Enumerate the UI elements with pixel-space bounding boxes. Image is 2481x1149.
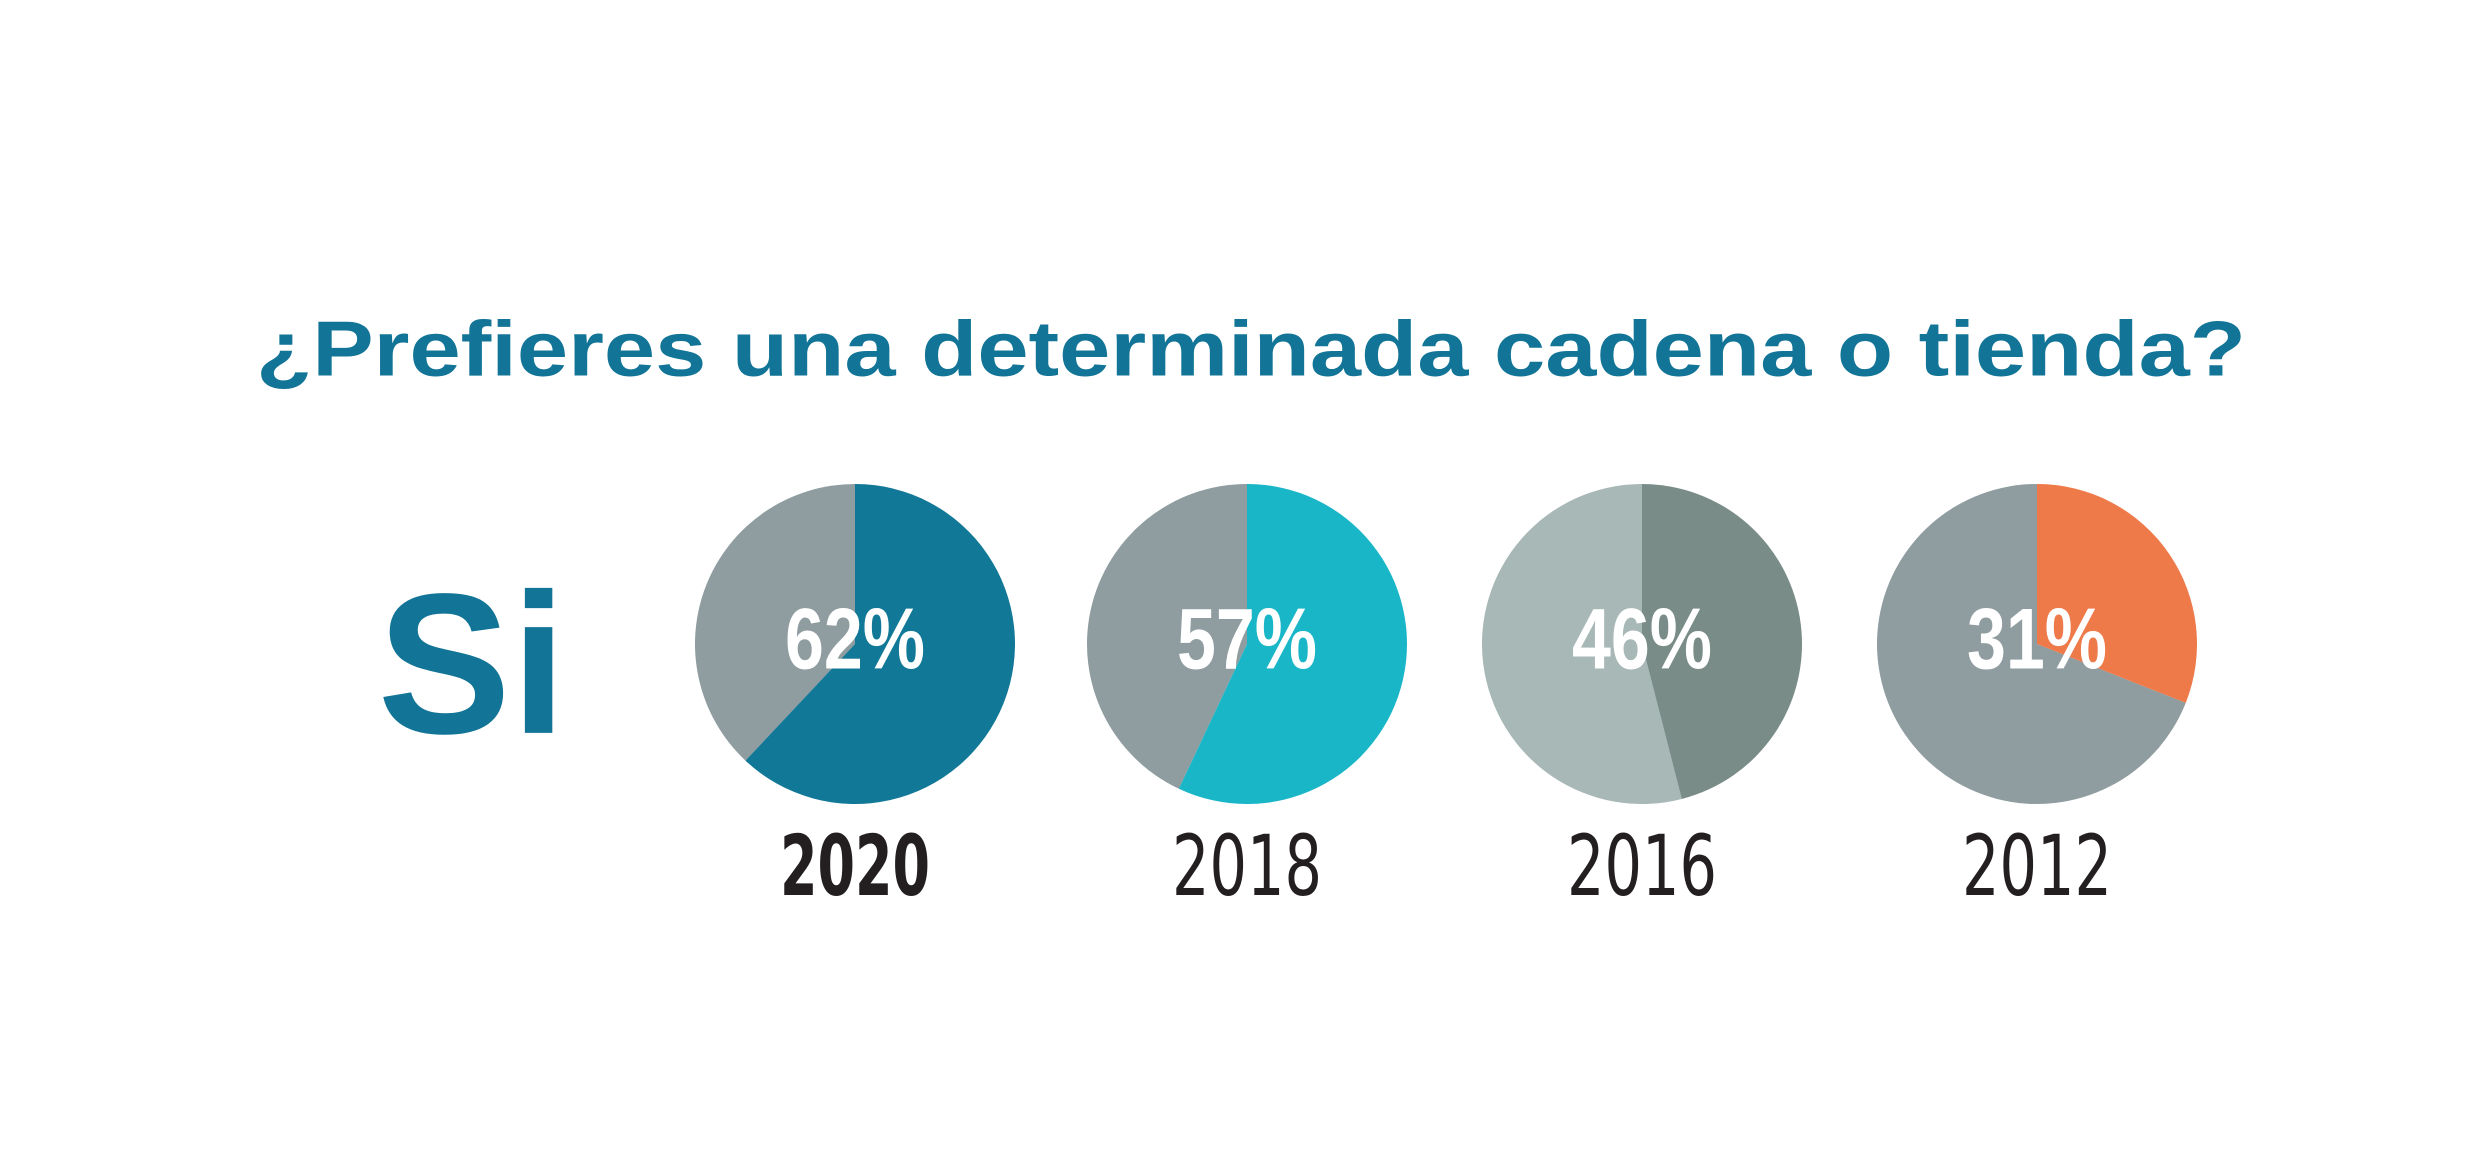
pie-rest [694,484,855,761]
pie-slice [1642,484,1802,799]
year-label: 2016 [1567,817,1717,915]
value-label: 46% [1572,592,1712,688]
pie-slice [745,484,1015,805]
value-label: 31% [1967,592,2107,688]
row-label: Si [378,553,567,776]
pie-rest [1481,484,1682,805]
year-label: 2020 [780,817,930,915]
value-label: 62% [785,592,925,688]
year-label: 2018 [1172,817,1322,915]
chart-title: ¿Prefieres una determinada cadena o tien… [256,305,2246,393]
year-label: 2012 [1962,817,2112,915]
pie-rest [1877,484,2186,805]
pie-slice [2037,484,2197,703]
pie-slice [1178,484,1407,804]
value-label: 57% [1177,592,1317,688]
pie-rest [1087,484,1247,789]
